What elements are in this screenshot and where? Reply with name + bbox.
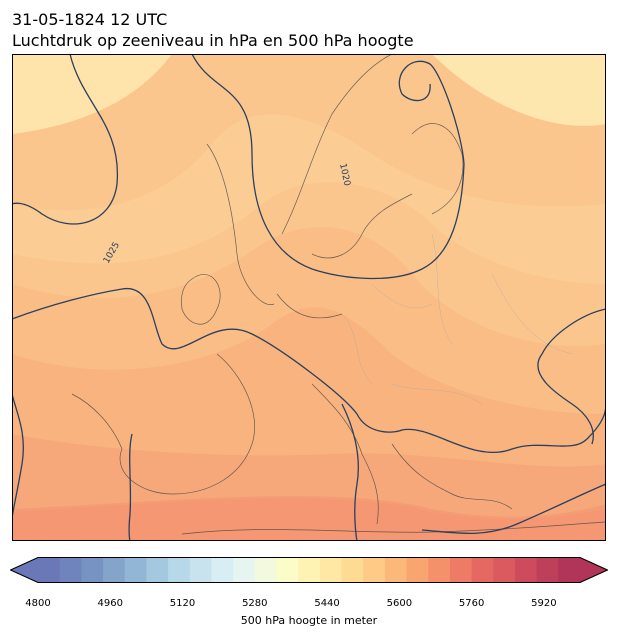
colorbar-cells bbox=[10, 557, 608, 583]
colorbar-cell bbox=[428, 557, 451, 583]
colorbar-cell bbox=[146, 557, 169, 583]
colorbar-extend-low bbox=[10, 557, 38, 583]
colorbar-cell bbox=[493, 557, 516, 583]
colorbar-cell bbox=[471, 557, 494, 583]
colorbar-cell bbox=[298, 557, 321, 583]
colorbar-cell bbox=[233, 557, 256, 583]
weather-map: 1020 1025 bbox=[12, 54, 606, 541]
height-band-5660 bbox=[432, 54, 606, 126]
colorbar-outline bbox=[10, 557, 608, 583]
height-band-5800 bbox=[12, 227, 606, 414]
colorbar-cell bbox=[38, 557, 61, 583]
colorbar-tick-label: 5280 bbox=[242, 598, 268, 609]
colorbar-tick-label: 5440 bbox=[314, 598, 340, 609]
colorbar-cell bbox=[384, 557, 408, 583]
colorbar-cell bbox=[449, 557, 473, 583]
colorbar-cell bbox=[189, 557, 212, 583]
coastlines bbox=[71, 54, 606, 535]
height-band-5840 bbox=[12, 307, 606, 467]
map-title: Luchtdruk op zeeniveau in hPa en 500 hPa… bbox=[12, 31, 414, 50]
colorbar-cell bbox=[168, 557, 191, 583]
colorbar-cell bbox=[341, 557, 364, 583]
colorbar-cell bbox=[319, 557, 343, 583]
colorbar-tick-label: 5920 bbox=[531, 598, 557, 609]
colorbar-cell bbox=[103, 557, 126, 583]
colorbar-cell bbox=[124, 557, 147, 583]
height-band-5920 bbox=[12, 496, 606, 541]
colorbar-cell bbox=[59, 557, 82, 583]
isobar-label-1020: 1020 bbox=[337, 163, 352, 188]
colorbar-cell bbox=[363, 557, 386, 583]
isobars bbox=[12, 54, 606, 541]
height-band-5880 bbox=[12, 434, 606, 520]
map-frame bbox=[12, 54, 606, 541]
colorbar-tick-label: 5760 bbox=[458, 598, 485, 609]
colorbar-cell bbox=[276, 557, 299, 583]
colorbar-cell bbox=[254, 557, 277, 583]
height-band-5640 bbox=[12, 54, 172, 134]
colorbar-tick-label: 5120 bbox=[169, 598, 196, 609]
colorbar-cell bbox=[81, 557, 104, 583]
colorbar-label: 500 hPa hoogte in meter bbox=[240, 614, 378, 627]
colorbar-cell bbox=[211, 557, 234, 583]
colorbar-cell bbox=[514, 557, 538, 583]
colorbar-cell bbox=[558, 557, 581, 583]
colorbar-tick-label: 4960 bbox=[97, 598, 123, 609]
height-band-5720 bbox=[12, 114, 606, 284]
country-borders bbox=[341, 233, 573, 405]
map-datetime: 31-05-1824 12 UTC bbox=[12, 10, 168, 29]
colorbar-tick-label: 5600 bbox=[386, 598, 413, 609]
colorbar bbox=[10, 557, 608, 583]
colorbar-tick-label: 4800 bbox=[25, 598, 51, 609]
colorbar-cell bbox=[406, 557, 429, 583]
colorbar-cell bbox=[536, 557, 559, 583]
colorbar-extend-high bbox=[580, 557, 608, 583]
